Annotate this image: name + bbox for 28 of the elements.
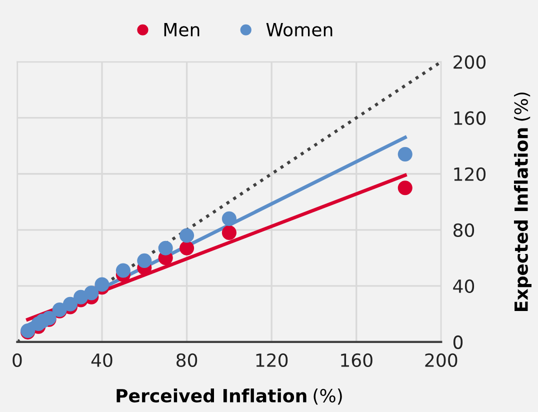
point — [180, 240, 194, 256]
point — [180, 228, 194, 243]
point — [398, 146, 412, 162]
x-tick-label: 0 — [12, 353, 22, 368]
x-tick-label: 80 — [176, 353, 198, 368]
legend-label: Men — [164, 23, 200, 36]
point — [94, 277, 110, 292]
point — [398, 180, 412, 196]
x-axis-title: Perceived Inflation (%) — [116, 388, 342, 405]
point — [84, 286, 99, 300]
y-tick-label: 0 — [453, 335, 463, 350]
x-tick-label: 200 — [425, 353, 458, 368]
point — [222, 225, 236, 240]
y-tick-label: 120 — [454, 167, 486, 181]
y-tick-label: 80 — [453, 223, 474, 238]
y-axis-title: Expected Inflation (%) — [514, 92, 532, 311]
legend-label: Women — [266, 23, 332, 36]
x-tick-label: 120 — [256, 353, 288, 368]
point — [137, 253, 152, 268]
y-tick-label: 200 — [454, 55, 486, 69]
y-tick-label: 40 — [453, 279, 474, 294]
x-tick-label: 160 — [341, 353, 372, 368]
point — [116, 263, 130, 278]
point — [158, 240, 173, 256]
y-tick-label: 160 — [454, 111, 486, 125]
x-tick-label: 40 — [91, 353, 112, 368]
point — [222, 211, 236, 226]
point — [62, 296, 78, 312]
